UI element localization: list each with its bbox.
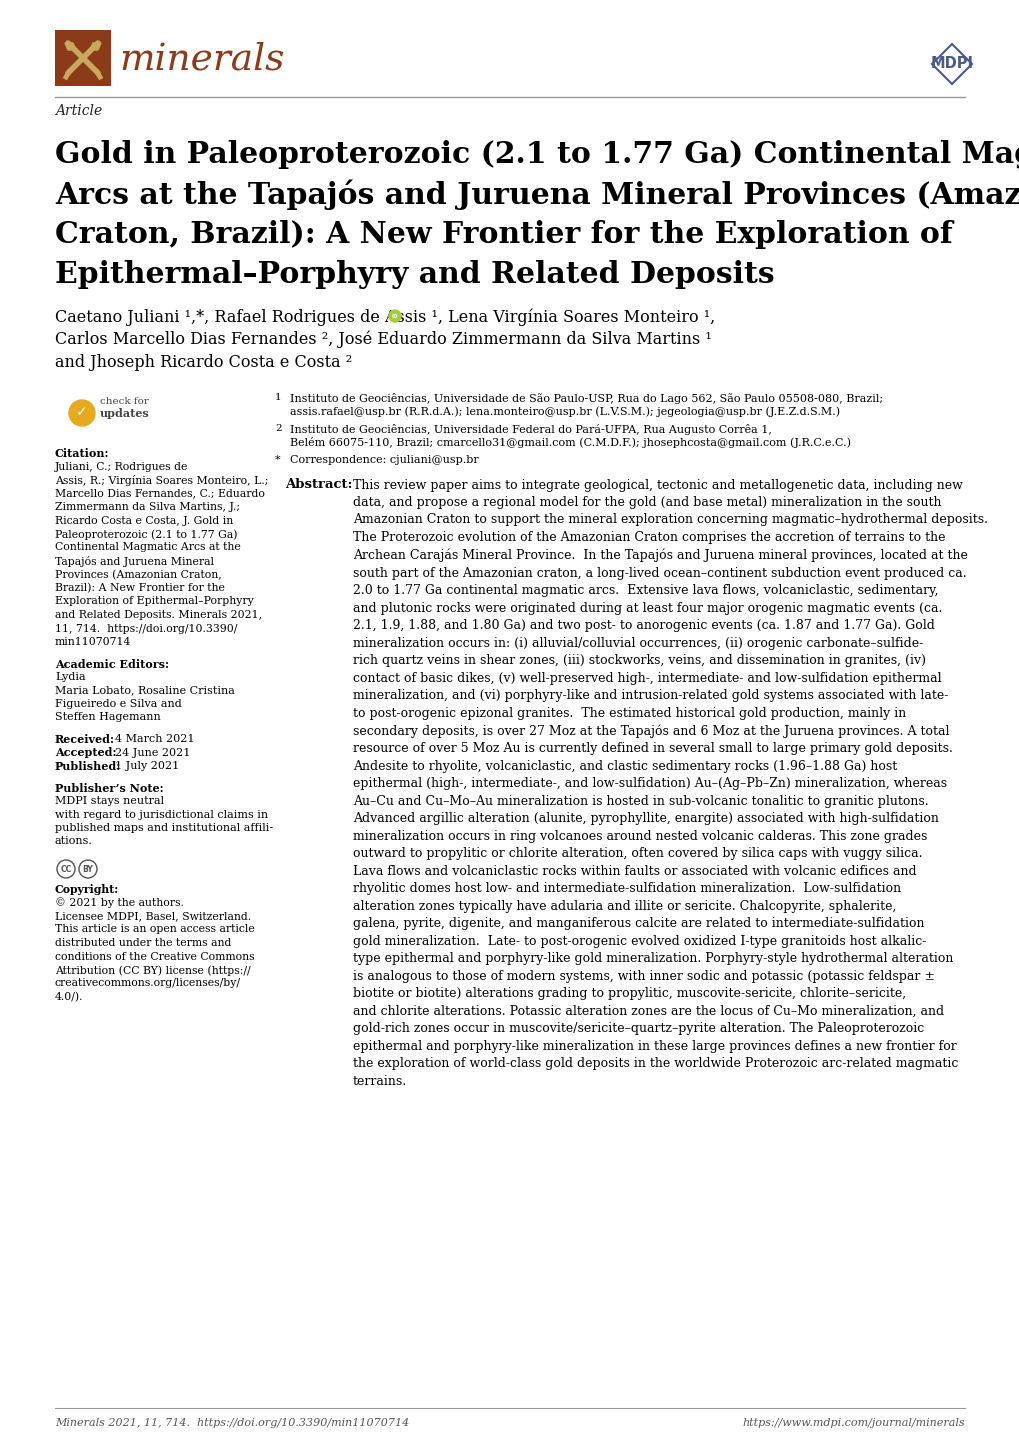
Text: Paleoproterozoic (2.1 to 1.77 Ga): Paleoproterozoic (2.1 to 1.77 Ga) [55, 529, 237, 539]
Text: Maria Lobato, Rosaline Cristina: Maria Lobato, Rosaline Cristina [55, 685, 234, 695]
Text: 1 July 2021: 1 July 2021 [115, 761, 179, 771]
Text: updates: updates [100, 408, 150, 420]
Text: Publisher’s Note:: Publisher’s Note: [55, 783, 163, 793]
Text: 2: 2 [275, 424, 281, 433]
Text: conditions of the Creative Commons: conditions of the Creative Commons [55, 952, 255, 962]
Text: Marcello Dias Fernandes, C.; Eduardo: Marcello Dias Fernandes, C.; Eduardo [55, 489, 265, 499]
Text: 4.0/).: 4.0/). [55, 992, 84, 1002]
Text: assis.rafael@usp.br (R.R.d.A.); lena.monteiro@usp.br (L.V.S.M.); jegeologia@usp.: assis.rafael@usp.br (R.R.d.A.); lena.mon… [289, 407, 840, 417]
Text: Zimmermann da Silva Martins, J.;: Zimmermann da Silva Martins, J.; [55, 502, 239, 512]
Text: Published:: Published: [55, 761, 121, 771]
Polygon shape [65, 43, 76, 50]
Text: minerals: minerals [119, 42, 284, 78]
Text: *: * [275, 456, 280, 464]
Text: 11, 714.  https://doi.org/10.3390/: 11, 714. https://doi.org/10.3390/ [55, 623, 237, 633]
Text: Tapajós and Juruena Mineral: Tapajós and Juruena Mineral [55, 557, 214, 567]
Text: Brazil): A New Frontier for the: Brazil): A New Frontier for the [55, 583, 224, 593]
Text: © 2021 by the authors.: © 2021 by the authors. [55, 897, 183, 908]
Text: BY: BY [83, 865, 94, 874]
FancyBboxPatch shape [55, 30, 111, 87]
Text: distributed under the terms and: distributed under the terms and [55, 937, 231, 947]
Text: and Jhoseph Ricardo Costa e Costa ²: and Jhoseph Ricardo Costa e Costa ² [55, 353, 352, 371]
Text: 24 June 2021: 24 June 2021 [115, 747, 191, 757]
Text: Provinces (Amazonian Craton,: Provinces (Amazonian Craton, [55, 570, 221, 580]
Text: Article: Article [55, 104, 102, 118]
Text: Figueiredo e Silva and: Figueiredo e Silva and [55, 699, 181, 709]
Text: This article is an open access article: This article is an open access article [55, 924, 255, 934]
Text: Lydia: Lydia [55, 672, 86, 682]
Text: MDPI stays neutral: MDPI stays neutral [55, 796, 164, 806]
Text: Licensee MDPI, Basel, Switzerland.: Licensee MDPI, Basel, Switzerland. [55, 911, 251, 921]
Text: Arcs at the Tapajós and Juruena Mineral Provinces (Amazonian: Arcs at the Tapajós and Juruena Mineral … [55, 180, 1019, 211]
Text: Instituto de Geociências, Universidade de São Paulo-USP, Rua do Lago 562, São Pa: Instituto de Geociências, Universidade d… [289, 394, 882, 404]
Text: CC: CC [60, 865, 71, 874]
Text: Steffen Hagemann: Steffen Hagemann [55, 712, 161, 722]
Text: Copyright:: Copyright: [55, 884, 119, 895]
Text: Citation:: Citation: [55, 448, 109, 459]
Text: Carlos Marcello Dias Fernandes ², José Eduardo Zimmermann da Silva Martins ¹: Carlos Marcello Dias Fernandes ², José E… [55, 332, 711, 349]
Text: Continental Magmatic Arcs at the: Continental Magmatic Arcs at the [55, 542, 240, 552]
Circle shape [69, 399, 95, 425]
Text: Correspondence: cjuliani@usp.br: Correspondence: cjuliani@usp.br [289, 456, 478, 464]
Text: Ricardo Costa e Costa, J. Gold in: Ricardo Costa e Costa, J. Gold in [55, 515, 233, 525]
Text: and Related Deposits. Minerals 2021,: and Related Deposits. Minerals 2021, [55, 610, 262, 620]
Text: ✓: ✓ [76, 405, 88, 420]
Text: MDPI: MDPI [929, 56, 972, 72]
Circle shape [388, 310, 400, 322]
Text: 1: 1 [275, 394, 281, 402]
Text: Belém 66075-110, Brazil; cmarcello31@gmail.com (C.M.D.F.); jhosephcosta@gmail.co: Belém 66075-110, Brazil; cmarcello31@gma… [289, 437, 850, 448]
Text: 4 March 2021: 4 March 2021 [115, 734, 195, 744]
Text: Accepted:: Accepted: [55, 747, 116, 758]
Text: Instituto de Geociências, Universidade Federal do Pará-UFPA, Rua Augusto Corrêa : Instituto de Geociências, Universidade F… [289, 424, 771, 435]
Text: Gold in Paleoproterozoic (2.1 to 1.77 Ga) Continental Magmatic: Gold in Paleoproterozoic (2.1 to 1.77 Ga… [55, 140, 1019, 169]
Text: Minerals 2021, 11, 714.  https://doi.org/10.3390/min11070714: Minerals 2021, 11, 714. https://doi.org/… [55, 1417, 409, 1428]
Text: Assis, R.; Virgínia Soares Monteiro, L.;: Assis, R.; Virgínia Soares Monteiro, L.; [55, 474, 268, 486]
Text: Epithermal–Porphyry and Related Deposits: Epithermal–Porphyry and Related Deposits [55, 260, 773, 288]
Text: creativecommons.org/licenses/by/: creativecommons.org/licenses/by/ [55, 979, 240, 989]
Text: published maps and institutional affili-: published maps and institutional affili- [55, 823, 273, 833]
Text: iD: iD [391, 313, 397, 319]
Text: Received:: Received: [55, 734, 115, 746]
Text: check for: check for [100, 397, 149, 407]
Text: Exploration of Epithermal–Porphyry: Exploration of Epithermal–Porphyry [55, 597, 254, 607]
Text: Attribution (CC BY) license (https://: Attribution (CC BY) license (https:// [55, 965, 251, 976]
Polygon shape [90, 43, 101, 50]
Text: https://www.mdpi.com/journal/minerals: https://www.mdpi.com/journal/minerals [742, 1417, 964, 1428]
Text: Academic Editors:: Academic Editors: [55, 659, 169, 669]
Text: Caetano Juliani ¹,*, Rafael Rodrigues de Assis ¹, Lena Virgínia Soares Monteiro : Caetano Juliani ¹,*, Rafael Rodrigues de… [55, 309, 714, 326]
Text: This review paper aims to integrate geological, tectonic and metallogenetic data: This review paper aims to integrate geol… [353, 479, 987, 1087]
Text: with regard to jurisdictional claims in: with regard to jurisdictional claims in [55, 809, 268, 819]
Text: Juliani, C.; Rodrigues de: Juliani, C.; Rodrigues de [55, 461, 189, 472]
Text: Abstract:: Abstract: [284, 479, 353, 492]
Text: Craton, Brazil): A New Frontier for the Exploration of: Craton, Brazil): A New Frontier for the … [55, 221, 952, 249]
Text: ations.: ations. [55, 836, 93, 846]
Text: min11070714: min11070714 [55, 637, 131, 647]
